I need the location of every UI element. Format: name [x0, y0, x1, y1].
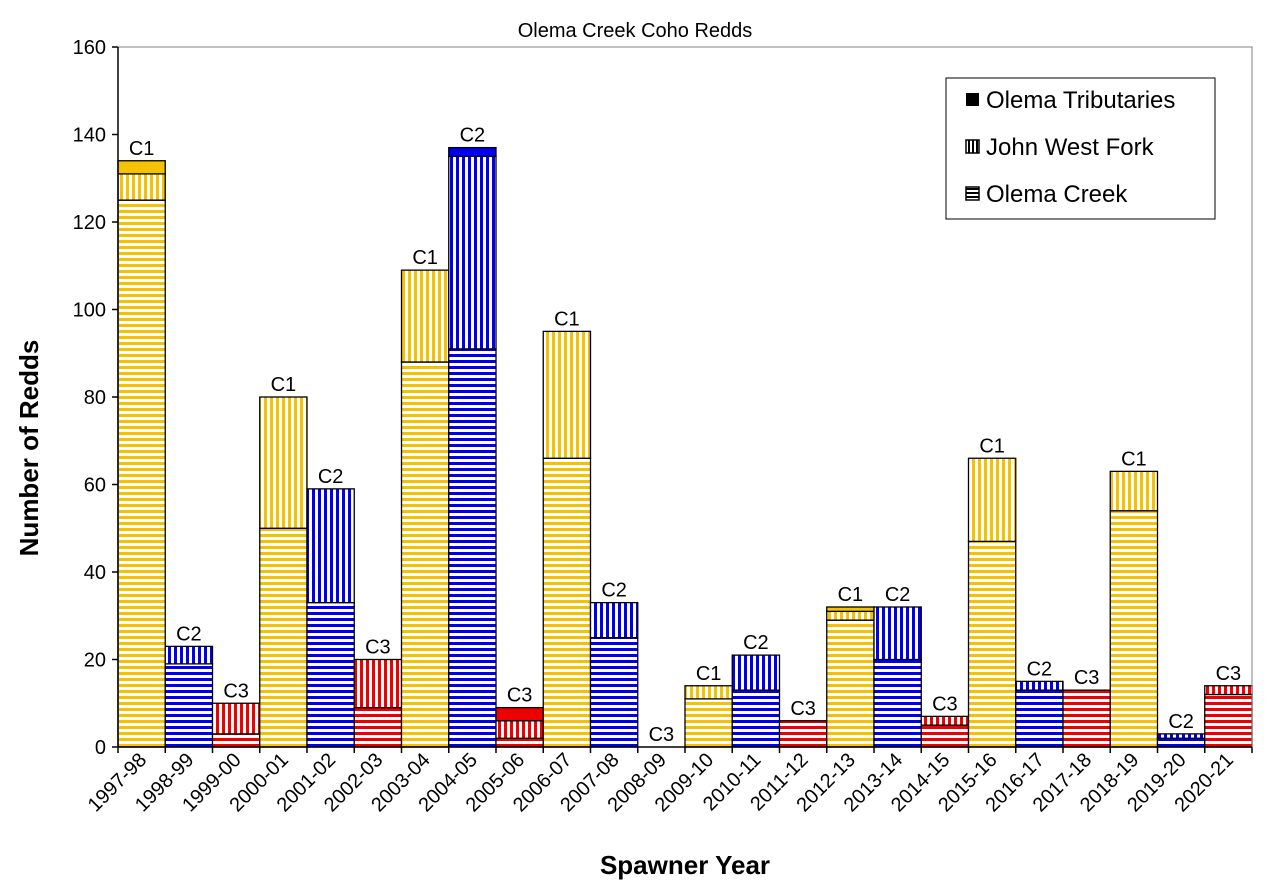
bar-olema-creek-1997-98 [117, 199, 166, 748]
bar-olema-creek-2009-10 [684, 698, 733, 748]
legend-label-olema-creek: Olema Creek [986, 181, 1128, 208]
y-tick-label-20: 20 [84, 650, 106, 672]
y-tick-label-0: 0 [95, 737, 106, 759]
cohort-label-2005-06: C3 [507, 685, 533, 707]
bar-john-west-fork-2015-16 [967, 457, 1017, 543]
bar-olema-creek-2000-01 [259, 527, 308, 748]
y-axis-title: Number of Redds [14, 340, 44, 557]
bar-john-west-fork-2003-04 [400, 269, 450, 363]
bar-john-west-fork-1998-99 [164, 645, 214, 665]
y-tick-label-140: 140 [73, 125, 106, 147]
cohort-label-2014-15: C3 [932, 693, 958, 715]
bar-john-west-fork-2006-07 [542, 330, 592, 459]
bar-john-west-fork-2007-08 [589, 601, 639, 639]
bar-john-west-fork-2004-05 [448, 155, 497, 350]
legend-swatch-olema-creek [965, 186, 980, 201]
bar-olema-creek-2020-21 [1204, 693, 1253, 748]
bar-john-west-fork-1997-98 [117, 173, 166, 201]
bar-olema-tributaries-1997-98 [117, 160, 166, 175]
bar-john-west-fork-2009-10 [684, 685, 733, 700]
cohort-label-2017-18: C3 [1074, 667, 1100, 689]
cohort-label-2006-07: C1 [554, 308, 580, 330]
legend-box [945, 77, 1216, 220]
cohort-labels: C1 C2 C3 C1 C2 C3 C1 C2 C3 C1 C2 C3 C1 C2 C3 C1 C2 C3 C1 C2… [129, 125, 1241, 746]
cohort-label-2007-08: C2 [601, 580, 627, 602]
y-axis-ticks: 0 20 40 60 80 100 120 140 160 [73, 37, 118, 759]
cohort-label-2010-11: C2 [743, 632, 769, 654]
bar-john-west-fork-1999-00 [211, 702, 261, 735]
y-tick-label-100: 100 [73, 300, 106, 322]
bar-olema-creek-2019-20 [1156, 737, 1206, 748]
cohort-label-2012-13: C1 [838, 584, 864, 606]
bar-john-west-fork-2001-02 [306, 488, 355, 604]
bar-john-west-fork-2019-20 [1156, 733, 1206, 739]
cohort-label-2019-20: C2 [1168, 711, 1194, 733]
legend-swatch-olema-tributaries [966, 93, 979, 106]
bar-olema-creek-2007-08 [589, 636, 639, 748]
bar-olema-tributaries-2012-13 [826, 606, 875, 613]
bars [117, 146, 1253, 748]
bar-olema-creek-1999-00 [211, 733, 261, 748]
bar-olema-tributaries-2004-05 [448, 146, 497, 158]
cohort-label-1999-00: C3 [223, 680, 249, 702]
bar-olema-creek-2002-03 [353, 706, 403, 748]
cohort-label-2001-02: C2 [318, 466, 344, 488]
bar-john-west-fork-2005-06 [495, 720, 544, 739]
cohort-label-2002-03: C3 [365, 637, 391, 659]
cohort-label-2013-14: C2 [885, 584, 911, 606]
bar-john-west-fork-2012-13 [826, 610, 875, 621]
y-tick-label-40: 40 [84, 562, 106, 584]
bar-olema-creek-2005-06 [495, 737, 544, 748]
y-tick-label-60: 60 [84, 475, 106, 497]
bar-john-west-fork-2010-11 [731, 654, 781, 691]
cohort-label-2000-01: C1 [271, 374, 297, 396]
bar-olema-creek-2012-13 [826, 619, 875, 748]
bar-olema-creek-2018-19 [1109, 510, 1159, 748]
bar-john-west-fork-2014-15 [920, 715, 970, 726]
bar-john-west-fork-2018-19 [1109, 470, 1159, 512]
bar-olema-creek-2010-11 [731, 689, 781, 748]
legend-swatch-john-west-fork [965, 139, 980, 154]
bar-john-west-fork-2020-21 [1204, 685, 1253, 696]
cohort-label-2009-10: C1 [696, 663, 722, 685]
bar-olema-creek-2014-15 [920, 724, 970, 748]
cohort-label-1997-98: C1 [129, 138, 155, 160]
chart-title: Olema Creek Coho Redds [518, 20, 753, 42]
cohort-label-2008-09: C3 [649, 724, 675, 746]
bar-olema-tributaries-2005-06 [495, 706, 544, 722]
cohort-label-2003-04: C1 [412, 247, 438, 269]
cohort-label-2004-05: C2 [460, 125, 486, 147]
bar-olema-creek-2001-02 [306, 601, 355, 748]
y-tick-label-160: 160 [73, 37, 106, 59]
bar-john-west-fork-2002-03 [353, 658, 403, 709]
bar-olema-creek-2013-14 [873, 658, 922, 748]
cohort-label-2011-12: C3 [790, 698, 816, 720]
bar-olema-creek-2004-05 [448, 348, 497, 748]
bar-olema-creek-2015-16 [967, 540, 1017, 748]
bar-olema-creek-2017-18 [1062, 689, 1111, 748]
bar-john-west-fork-2013-14 [873, 606, 922, 661]
bar-olema-creek-2003-04 [400, 361, 450, 748]
y-tick-label-80: 80 [84, 387, 106, 409]
legend: Olema Tributaries John West Fork Olema C… [945, 77, 1216, 220]
legend-label-olema-tributaries: Olema Tributaries [986, 87, 1175, 114]
bar-john-west-fork-2016-17 [1015, 680, 1064, 691]
cohort-label-2020-21: C3 [1216, 663, 1242, 685]
cohort-label-2018-19: C1 [1121, 448, 1147, 470]
bar-olema-creek-2016-17 [1015, 689, 1064, 748]
x-axis-tick-labels: 1997-981998-991999-002000-012001-022002-… [84, 747, 1253, 816]
bar-olema-creek-1998-99 [164, 663, 214, 748]
bar-olema-creek-2006-07 [542, 457, 592, 748]
y-tick-label-120: 120 [73, 212, 106, 234]
cohort-label-2015-16: C1 [979, 435, 1005, 457]
x-axis-title: Spawner Year [600, 850, 770, 880]
cohort-label-2016-17: C2 [1027, 658, 1053, 680]
bar-olema-creek-2011-12 [778, 720, 828, 748]
cohort-label-1998-99: C2 [176, 623, 202, 645]
bar-john-west-fork-2000-01 [259, 396, 308, 529]
legend-label-john-west-fork: John West Fork [986, 134, 1155, 161]
